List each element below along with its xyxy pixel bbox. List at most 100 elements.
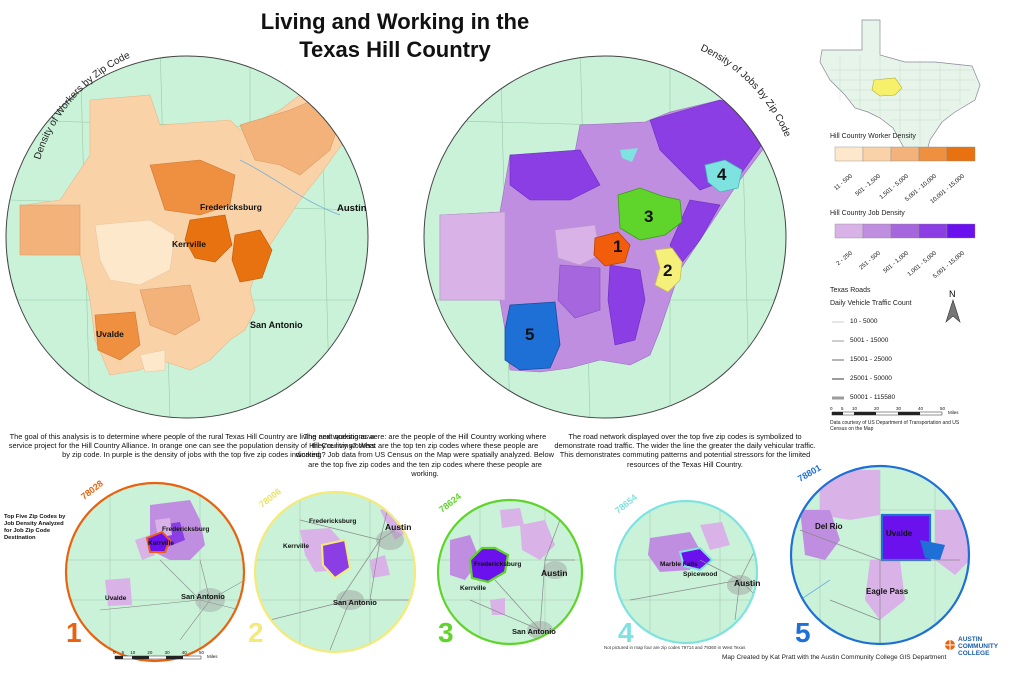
zip-label-78006: 78006 [257, 486, 283, 509]
scalebar-tick-label: 30 [164, 650, 170, 655]
worker-density-map [5, 55, 369, 419]
zip-label-78654: 78654 [613, 492, 639, 515]
zip-label-78028: 78028 [79, 478, 105, 501]
scalebar-tick-label: 20 [874, 406, 880, 411]
rank-number-3: 3 [644, 207, 653, 226]
legend-swatch [890, 223, 920, 239]
map3-city-san-antonio: San Antonio [512, 627, 556, 636]
scalebar-unit: Miles [207, 654, 218, 659]
zip-78801-highlight [504, 301, 561, 371]
job-density-map [423, 55, 787, 419]
scalebar-small [114, 655, 202, 660]
small-map-5 [789, 464, 971, 646]
city-label-austin: Austin [337, 203, 367, 214]
small-map-4 [613, 499, 759, 645]
zip-label-78624: 78624 [437, 491, 463, 514]
legend-swatch [918, 223, 948, 239]
data-credit: Data courtesy of US Department of Transp… [830, 420, 960, 432]
map4-city-marble-falls: Marble Falls [660, 561, 698, 568]
map1-city-san-antonio: San Antonio [181, 592, 225, 601]
small-map-rank-3: 3 [438, 617, 454, 648]
legend-swatch [890, 146, 920, 162]
scalebar-tick-label: 50 [199, 650, 205, 655]
scalebar-tick-label: 20 [147, 650, 153, 655]
map1-city-uvalde: Uvalde [105, 595, 127, 602]
roads-legend-label: 50001 - 115580 [850, 394, 896, 401]
worker-density-legend [834, 146, 976, 162]
roads-legend-label: 25001 - 50000 [850, 375, 892, 382]
roads-legend [832, 321, 844, 400]
scalebar-tick-label: 5 [841, 406, 844, 411]
scalebar-main [831, 411, 943, 416]
scalebar-tick-label: 40 [181, 650, 187, 655]
map5-city-del-rio: Del Rio [815, 522, 843, 531]
map2-city-austin: Austin [385, 522, 411, 532]
job-density-legend [834, 223, 976, 239]
worker-legend-title: Hill Country Worker Density [830, 133, 916, 140]
north-arrow-icon: N [945, 289, 961, 323]
rank-number-5: 5 [525, 325, 534, 344]
acc-logo-text: AUSTIN COMMUNITY COLLEGE [958, 636, 998, 657]
map1-city-kerrville: Kerrville [148, 540, 174, 547]
zip-78006-highlight [654, 247, 683, 293]
small-map-2 [253, 490, 417, 654]
roads-legend-label: 10 - 5000 [850, 318, 878, 325]
legend-swatch [834, 146, 864, 162]
scalebar-tick-label: 40 [918, 406, 924, 411]
map3-city-austin: Austin [541, 568, 567, 578]
legend-swatch [862, 223, 892, 239]
scalebar-tick-label: 30 [896, 406, 902, 411]
city-label-uvalde: Uvalde [96, 329, 124, 339]
rank-number-1: 1 [613, 237, 622, 256]
map3-city-kerrville: Kerrville [460, 585, 486, 592]
map1-city-fredericksburg: Fredericksburg [162, 526, 209, 533]
roads-legend-subtitle: Daily Vehicle Traffic Count [830, 300, 912, 307]
map2-city-fredericksburg: Fredericksburg [309, 518, 356, 525]
map2-city-kerrville: Kerrville [283, 543, 309, 550]
roads-legend-label: 15001 - 25000 [850, 356, 892, 363]
small-map-1 [64, 481, 246, 663]
map-credit: Map Created by Kat Pratt with the Austin… [722, 654, 947, 661]
intro-paragraph: The goal of this analysis is to determin… [8, 432, 376, 460]
zip-78028-highlight [593, 231, 631, 267]
small-map-rank-4: 4 [618, 617, 634, 648]
scalebar-tick-label: 0 [113, 650, 116, 655]
small-maps-caption: Top Five Zip Codes by Job Density Analyz… [4, 514, 66, 541]
questions-paragraph: The next questions were: are the people … [296, 432, 554, 478]
legend-swatch [918, 146, 948, 162]
legend-swatch [834, 223, 864, 239]
page-title: Living and Working in the Texas Hill Cou… [260, 9, 530, 62]
rank-number-4: 4 [717, 165, 727, 184]
small-map-rank-2: 2 [248, 617, 264, 648]
legend-swatch [946, 223, 976, 239]
map2-city-san-antonio: San Antonio [333, 598, 377, 607]
map5-city-eagle-pass: Eagle Pass [866, 587, 909, 596]
city-label-kerrville: Kerrville [172, 239, 206, 249]
roads-legend-label: 5001 - 15000 [850, 337, 889, 344]
zip-78654-highlight [704, 159, 743, 193]
map4-city-spicewood: Spicewood [683, 571, 717, 578]
small-map-footnote: Not pictured in map four are zip codes 7… [604, 645, 746, 650]
legend-swatch [862, 146, 892, 162]
map3-city-fredericksburg: Fredericksburg [474, 561, 521, 568]
map5-city-uvalde: Uvalde [886, 529, 913, 538]
legend-swatch [946, 146, 976, 162]
rank-number-2: 2 [663, 261, 672, 280]
roads-legend-title: Texas Roads [830, 287, 871, 294]
scalebar-tick-label: 0 [830, 406, 833, 411]
texas-inset-map [819, 19, 981, 159]
north-label: N [949, 289, 956, 299]
job-legend-title: Hill Country Job Density [830, 210, 905, 217]
map4-city-austin: Austin [734, 578, 760, 588]
scalebar-unit: Miles [948, 410, 959, 415]
scalebar-tick-label: 10 [130, 650, 136, 655]
scalebar-tick-label: 50 [940, 406, 946, 411]
zip-78624-highlight [617, 187, 683, 241]
small-map-rank-1: 1 [66, 617, 82, 648]
acc-logo-icon [945, 640, 955, 650]
city-label-fredericksburg: Fredericksburg [200, 202, 262, 212]
scalebar-tick-label: 10 [852, 406, 858, 411]
small-map-3 [436, 498, 584, 646]
scalebar-tick-label: 5 [121, 650, 125, 655]
roads-paragraph: The road network displayed over the top … [554, 432, 816, 469]
